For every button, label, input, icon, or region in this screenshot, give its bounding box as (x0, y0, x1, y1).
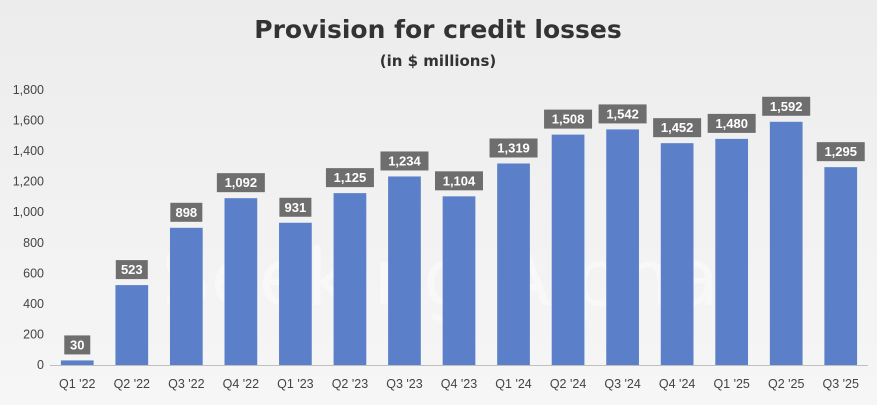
data-label-text: 523 (121, 262, 143, 277)
bar (115, 285, 149, 365)
data-label-box (707, 113, 756, 133)
data-labels: 30 523 898 1,092 931 1,125 1,234 1,104 1,319 1,50… (64, 96, 865, 355)
data-label-text: 1,104 (443, 173, 476, 188)
data-label-text: 1,092 (225, 175, 258, 190)
data-label-text: 1,480 (715, 116, 748, 131)
x-tick-label: Q1 '23 (277, 377, 313, 391)
bar (224, 198, 258, 365)
data-label-text: 1,234 (388, 153, 421, 168)
data-label: 30 (64, 335, 91, 355)
data-label-text: 1,319 (497, 140, 530, 155)
data-label-text: 1,542 (606, 106, 639, 121)
data-label: 523 (115, 260, 148, 280)
y-tick-label: 600 (23, 266, 44, 280)
data-label-text: 1,592 (770, 99, 803, 114)
x-tick-label: Q1 '24 (495, 377, 531, 391)
data-label-text: 931 (285, 200, 307, 215)
y-tick-label: 200 (23, 327, 44, 341)
bar (660, 143, 694, 365)
data-label-box (170, 202, 203, 222)
data-label: 1,125 (325, 168, 374, 188)
y-tick-label: 1,000 (13, 205, 44, 219)
data-label-text: 1,452 (661, 120, 694, 135)
bar (497, 163, 530, 365)
x-tick-label: Q2 '24 (550, 377, 586, 391)
y-axis: 0 200 400 600 800 1,000 1,200 1,400 1,600 1,800 (13, 83, 44, 372)
data-label-box (653, 118, 702, 138)
bar (824, 167, 858, 365)
x-tick-label: Q4 '24 (659, 377, 695, 391)
bar (715, 138, 749, 365)
data-label-box (216, 173, 265, 193)
x-axis: Q1 '22 Q2 '22 Q3 '22 Q4 '22 Q1 '23 Q2 '23 Q3 '… (50, 365, 868, 391)
data-label-box (115, 260, 148, 280)
data-label: 931 (279, 197, 312, 217)
bar (551, 134, 585, 365)
data-label-text: 30 (70, 337, 84, 352)
data-label: 1,508 (544, 109, 593, 129)
x-tick-label: Q3 '23 (386, 377, 422, 391)
y-tick-label: 1,600 (13, 114, 44, 128)
data-label-box (380, 151, 429, 171)
data-label: 1,592 (762, 96, 811, 116)
data-label-box (816, 142, 865, 162)
data-label: 1,104 (435, 171, 483, 191)
x-tick-label: Q4 '23 (441, 377, 477, 391)
x-tick-label: Q1 '25 (713, 377, 749, 391)
data-label: 1,452 (653, 118, 702, 138)
x-tick-label: Q3 '22 (168, 377, 204, 391)
data-label: 1,234 (380, 151, 429, 171)
data-label-box (489, 138, 538, 158)
data-label: 898 (170, 202, 203, 222)
bars (60, 121, 858, 366)
data-label-text: 1,125 (334, 170, 367, 185)
chart-subtitle: (in $ millions) (380, 52, 497, 70)
data-label: 1,295 (816, 142, 865, 162)
bar (442, 196, 476, 365)
data-label-box (435, 171, 483, 191)
data-label-box (544, 109, 593, 129)
y-tick-label: 400 (23, 297, 44, 311)
bar (60, 360, 94, 365)
y-tick-label: 800 (23, 236, 44, 250)
x-tick-label: Q3 '24 (604, 377, 640, 391)
bar (169, 227, 203, 365)
data-label-text: 1,508 (552, 112, 585, 127)
x-tick-label: Q2 '23 (332, 377, 368, 391)
data-label-text: 898 (175, 205, 197, 220)
data-label-box (279, 197, 312, 217)
x-tick-label: Q2 '25 (768, 377, 804, 391)
bar (388, 176, 421, 365)
data-label: 1,319 (489, 138, 538, 158)
data-label: 1,480 (707, 113, 756, 133)
bar (606, 129, 639, 365)
data-label-box (325, 168, 374, 188)
y-tick-label: 1,800 (13, 83, 44, 97)
bar (333, 193, 367, 365)
y-tick-label: 1,200 (13, 175, 44, 189)
data-label: 1,092 (216, 173, 265, 193)
x-tick-label: Q2 '22 (114, 377, 150, 391)
data-label-box (598, 104, 647, 124)
x-tick-label: Q3 '25 (823, 377, 859, 391)
bar (769, 121, 803, 366)
y-tick-label: 1,400 (13, 144, 44, 158)
x-tick-label: Q4 '22 (223, 377, 259, 391)
bar (279, 222, 312, 365)
data-label-box (64, 335, 91, 355)
data-label-box (762, 96, 811, 116)
y-tick-label: 0 (37, 358, 44, 372)
data-label: 1,542 (598, 104, 647, 124)
x-tick-label: Q1 '22 (59, 377, 95, 391)
data-label-text: 1,295 (824, 144, 857, 159)
chart-title: Provision for credit losses (254, 15, 621, 44)
